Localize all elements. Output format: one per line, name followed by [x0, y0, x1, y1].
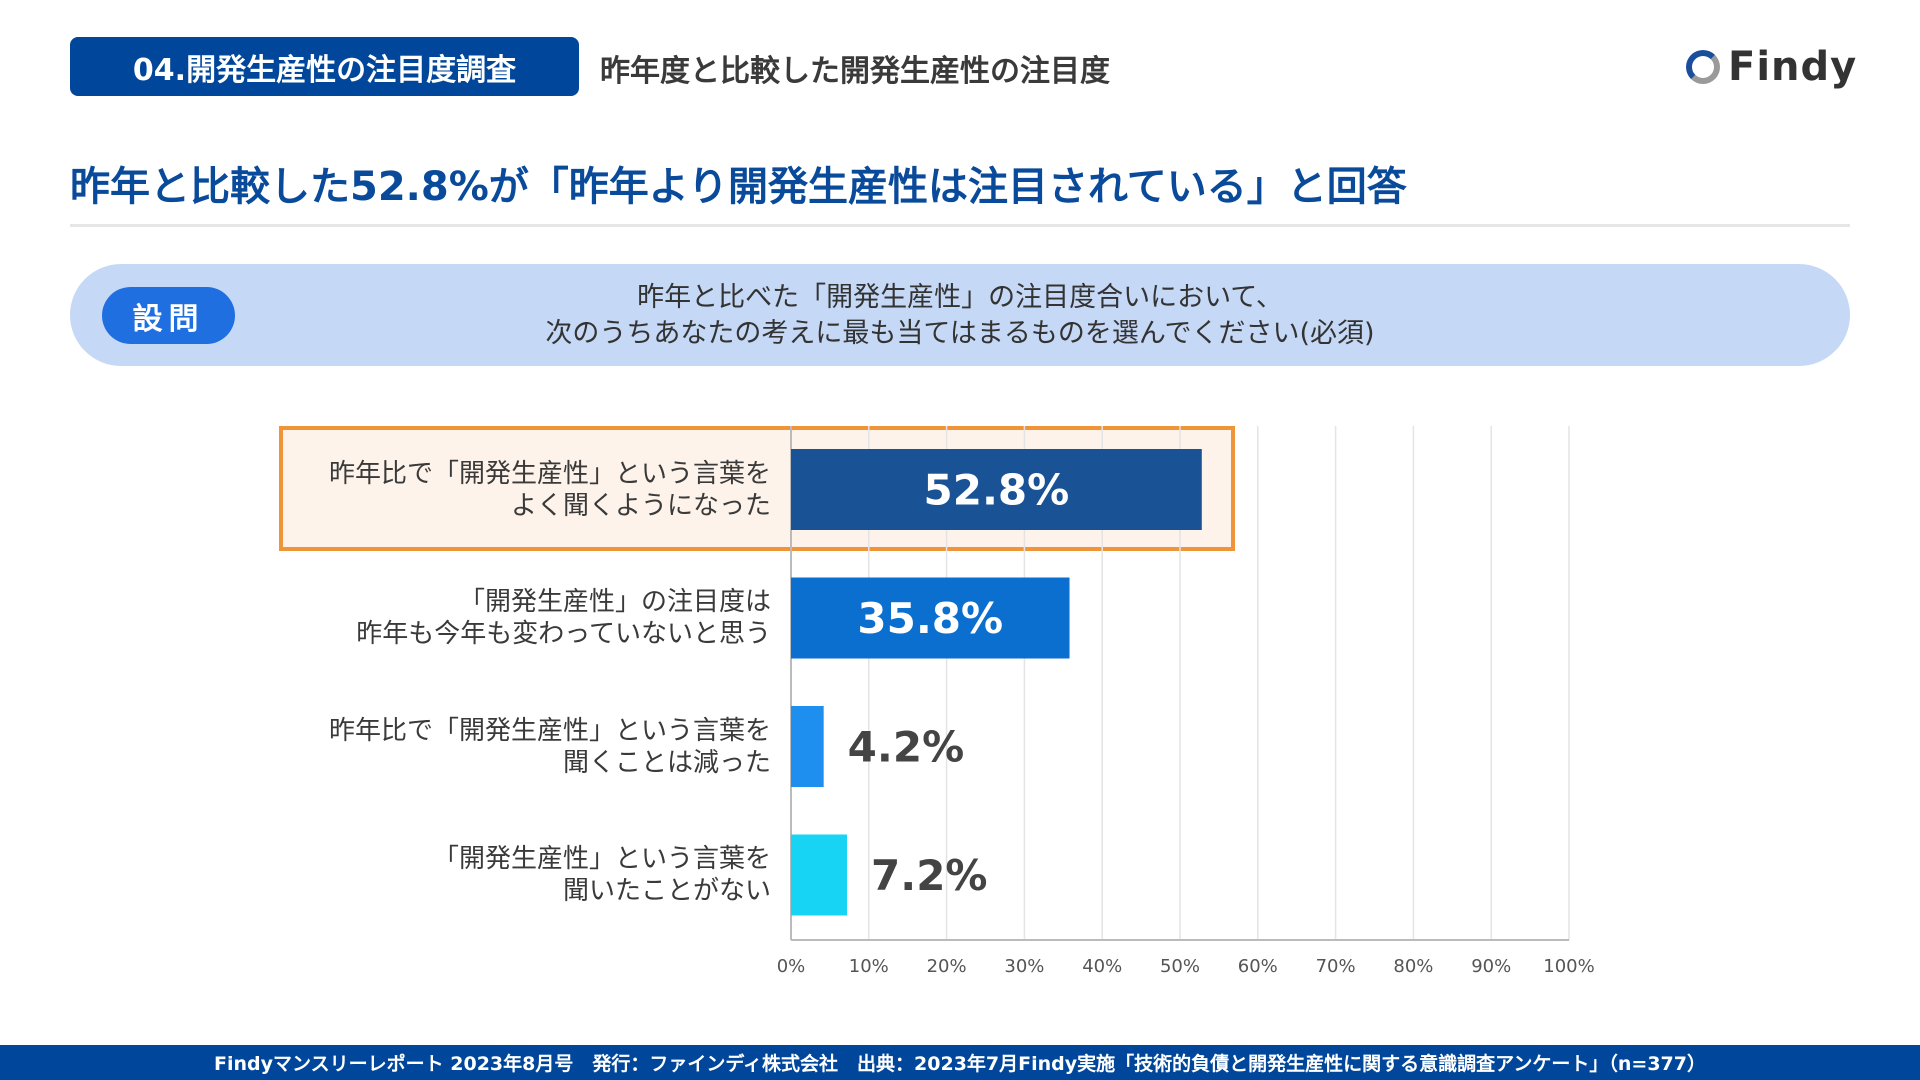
category-label-line: 「開発生産性」の注目度は: [458, 587, 771, 617]
question-line-2: 次のうちあなたの考えに最も当てはまるものを選んでください(必須): [545, 318, 1375, 349]
findy-logo: Findy: [1686, 44, 1857, 90]
x-tick-label: 30%: [1004, 956, 1044, 977]
x-tick-label: 100%: [1543, 956, 1594, 977]
x-tick-label: 10%: [849, 956, 889, 977]
x-tick-label: 0%: [777, 956, 806, 977]
x-tick-label: 40%: [1082, 956, 1122, 977]
headline: 昨年と比較した52.8%が「昨年より開発生産性は注目されている」と回答: [70, 164, 1407, 210]
question-text: 昨年と比べた「開発生産性」の注目度合いにおいて、 次のうちあなたの考えに最も当て…: [300, 280, 1620, 352]
x-tick-label: 20%: [927, 956, 967, 977]
data-label: 52.8%: [924, 466, 1070, 515]
category-label-line: 聞いたことがない: [562, 876, 771, 906]
category-label: 昨年比で「開発生産性」という言葉を よく聞くようになった: [329, 458, 771, 522]
data-label: 35.8%: [857, 594, 1003, 643]
bar: [791, 449, 1202, 530]
footer: Findyマンスリーレポート 2023年8月号 発行：ファインディ株式会社 出典…: [0, 1045, 1920, 1080]
x-tick-label: 70%: [1316, 956, 1356, 977]
logo-text: Findy: [1728, 44, 1858, 90]
category-label-line: 昨年比で「開発生産性」という言葉を: [328, 715, 771, 746]
category-label-line: 昨年比で「開発生産性」という言葉を: [328, 458, 771, 489]
section-badge: 04.開発生産性の注目度調査: [70, 37, 579, 96]
divider: [70, 224, 1850, 227]
bar: [791, 706, 824, 787]
footer-text: Findyマンスリーレポート 2023年8月号 発行：ファインディ株式会社 出典…: [214, 1053, 1706, 1075]
bar-chart: 0% 10% 20% 30% 40% 50% 60% 70% 80% 90% 100% 52.8% 35…: [777, 426, 1595, 977]
bar: [791, 577, 1070, 659]
question-panel: [70, 264, 1850, 366]
x-tick-label: 90%: [1471, 956, 1511, 977]
category-label: 「開発生産性」という言葉を 聞いたことがない: [433, 843, 771, 907]
x-tick-label: 80%: [1393, 956, 1433, 977]
data-label: 4.2%: [848, 723, 964, 772]
category-label-line: 昨年も今年も変わっていないと思う: [356, 619, 771, 649]
category-label-line: 聞くことは減った: [562, 747, 771, 778]
findy-logo-icon: [1686, 50, 1720, 84]
data-label: 7.2%: [871, 851, 987, 900]
highlight-box: [279, 426, 1235, 551]
bar: [791, 834, 848, 916]
question-badge: 設問: [102, 287, 235, 344]
category-label: 昨年比で「開発生産性」という言葉を 聞くことは減った: [329, 715, 771, 779]
x-tick-label: 60%: [1238, 956, 1278, 977]
category-label: 「開発生産性」の注目度は 昨年も今年も変わっていないと思う: [356, 586, 771, 650]
x-tick-label: 50%: [1160, 956, 1200, 977]
category-label-line: 「開発生産性」という言葉を: [432, 844, 771, 874]
category-label-line: よく聞くようになった: [510, 490, 771, 521]
question-line-1: 昨年と比べた「開発生産性」の注目度合いにおいて、: [637, 282, 1283, 313]
section-badge-text: 04.開発生産性の注目度調査: [132, 52, 517, 88]
page-subtitle: 昨年度と比較した開発生産性の注目度: [600, 54, 1110, 89]
